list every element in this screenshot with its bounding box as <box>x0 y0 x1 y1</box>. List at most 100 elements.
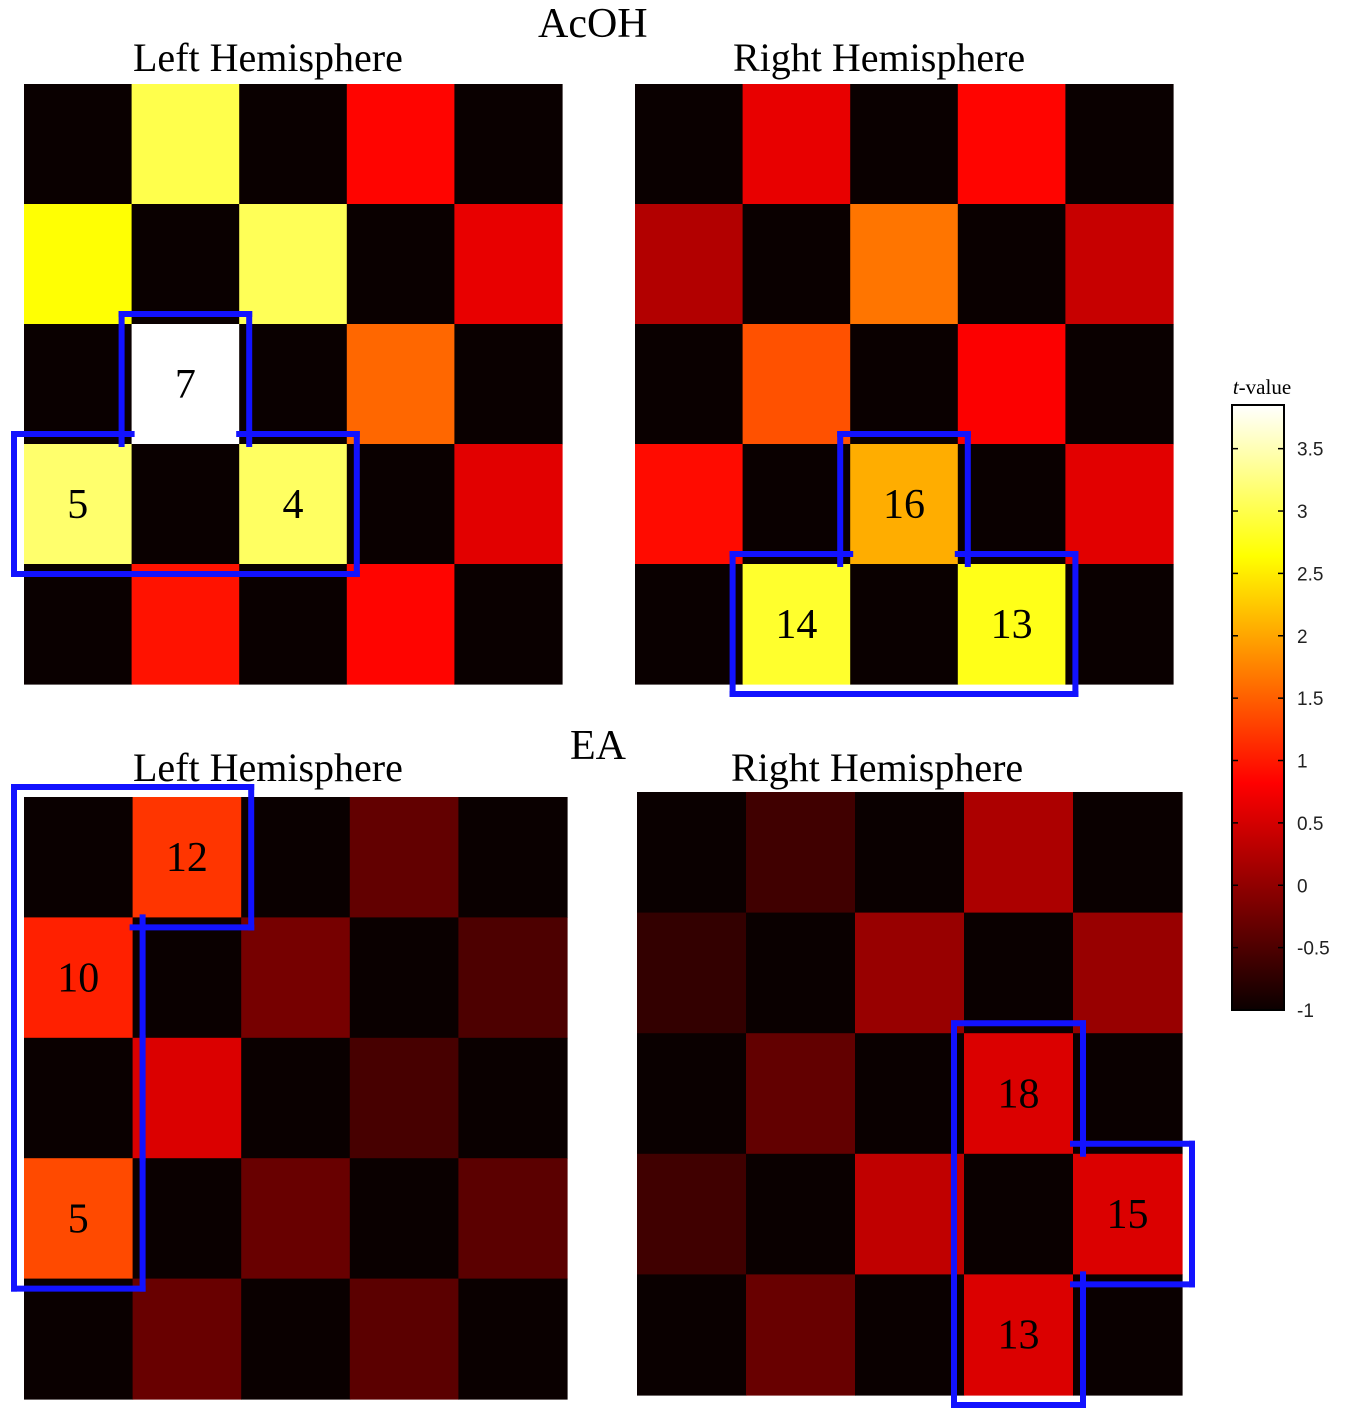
heatmap-cell <box>241 1037 351 1159</box>
heatmap-cell <box>132 1037 242 1159</box>
heatmap-cell <box>855 792 965 914</box>
heatmap-cell <box>746 1153 856 1275</box>
heatmap-cell <box>131 564 240 685</box>
heatmap-cell <box>458 1158 568 1280</box>
heatmap-cell <box>458 917 568 1039</box>
cell-label: 13 <box>998 1313 1040 1359</box>
heatmap-cell <box>957 444 1066 565</box>
cell-label: 12 <box>166 835 208 881</box>
heatmap-cell <box>454 204 563 325</box>
cell-label: 5 <box>67 482 88 528</box>
colorbar-tick-label: 3.5 <box>1297 440 1323 461</box>
heatmap-cell <box>24 1158 134 1280</box>
heatmap-cell <box>24 564 133 685</box>
colorbar-tick-label: 2.5 <box>1297 564 1323 585</box>
heatmap-cell <box>1073 1033 1183 1155</box>
heatmap-cell <box>746 1033 856 1155</box>
heatmap-cell <box>742 564 851 685</box>
cell-label: 10 <box>57 956 99 1002</box>
colorbar-label: t-value <box>1233 375 1291 399</box>
heatmap-cell <box>1065 204 1174 325</box>
heatmap-cell <box>346 324 455 445</box>
heatmap-cell <box>132 1278 242 1400</box>
heatmap-cell <box>637 1033 747 1155</box>
heatmap-cell <box>346 204 455 325</box>
heatmap-panel: 7 5 4 <box>11 84 563 685</box>
cell-label: 18 <box>998 1072 1040 1118</box>
heatmap-cell <box>635 564 744 685</box>
heatmap-cell <box>24 324 133 445</box>
heatmap-cell <box>855 912 965 1034</box>
heatmap-cell <box>637 912 747 1034</box>
heatmap-cell <box>24 917 134 1039</box>
colorbar: t-value 3.5 3 2.5 2 1.5 1 0.5 0 -0.5 -1 <box>1231 375 1330 1022</box>
heatmap-cell <box>454 564 563 685</box>
cell-label: 13 <box>991 602 1033 648</box>
heatmap-cell <box>850 204 959 325</box>
heatmap-cell <box>241 917 351 1039</box>
cell-label: 4 <box>283 482 304 528</box>
panel-title-acoh-left: Left Hemisphere <box>133 35 403 80</box>
heatmap-cell <box>346 564 455 685</box>
colorbar-tick-label: -0.5 <box>1297 939 1330 960</box>
colorbar-tick-label: 0 <box>1297 876 1308 897</box>
heatmap-cell <box>24 797 134 918</box>
heatmap-cell <box>1065 444 1174 565</box>
panel-title-ea-left: Left Hemisphere <box>133 745 403 790</box>
heatmap-cell <box>742 324 851 445</box>
heatmap-cell <box>349 797 459 918</box>
heatmap-cell <box>855 1274 965 1396</box>
heatmap-cell <box>635 324 744 445</box>
heatmap-cell <box>637 1153 747 1275</box>
heatmap-cell <box>637 792 747 914</box>
heatmap-cell <box>239 444 348 565</box>
heatmap-cell <box>964 1153 1074 1275</box>
heatmap-cell <box>131 324 240 445</box>
heatmap-cell <box>746 792 856 914</box>
heatmap-cell <box>458 797 568 918</box>
heatmap-cell <box>957 204 1066 325</box>
heatmap-cell <box>1073 1274 1183 1396</box>
colorbar-tick-label: -1 <box>1297 1001 1314 1022</box>
roi-outline <box>951 1020 1195 1408</box>
heatmap-cell <box>850 84 959 205</box>
heatmap-cell <box>241 1278 351 1400</box>
heatmap-cell <box>1065 324 1174 445</box>
heatmap-panels: 7 5 4 16 14 13 12 10 5 18 15 13 <box>11 84 1195 1408</box>
heatmap-cell <box>850 324 959 445</box>
heatmap-cell <box>131 84 240 205</box>
roi-outline <box>729 431 1079 697</box>
colorbar-gradient <box>1231 404 1285 1011</box>
panel-title-ea-right: Right Hemisphere <box>731 745 1024 790</box>
heatmap-cell <box>850 444 959 565</box>
heatmap-cell <box>24 1278 134 1400</box>
heatmap-cell <box>349 1158 459 1280</box>
heatmap-cell <box>346 444 455 565</box>
roi-outline <box>11 311 360 577</box>
group-title-acoh: AcOH <box>538 1 648 47</box>
heatmap-cell <box>458 1278 568 1400</box>
heatmap-cell <box>454 84 563 205</box>
heatmap-cell <box>957 324 1066 445</box>
cell-label: 14 <box>775 602 817 648</box>
cell-label: 16 <box>883 482 925 528</box>
heatmap-cell <box>239 84 348 205</box>
cell-label: 5 <box>68 1196 89 1242</box>
heatmap-cell <box>637 1274 747 1396</box>
heatmap-cell <box>24 1037 134 1159</box>
heatmap-cell <box>1065 84 1174 205</box>
heatmap-cell <box>850 564 959 685</box>
cell-label: 15 <box>1107 1192 1149 1238</box>
heatmap-cell <box>1065 564 1174 685</box>
cell-label: 7 <box>175 362 196 408</box>
heatmap-cell <box>349 1037 459 1159</box>
heatmap-cell <box>964 1033 1074 1155</box>
heatmap-cell <box>239 204 348 325</box>
heatmap-cell <box>24 444 133 565</box>
heatmap-cell <box>964 912 1074 1034</box>
heatmap-cell <box>132 797 242 918</box>
heatmap-cell <box>239 564 348 685</box>
heatmap-cell <box>635 84 744 205</box>
